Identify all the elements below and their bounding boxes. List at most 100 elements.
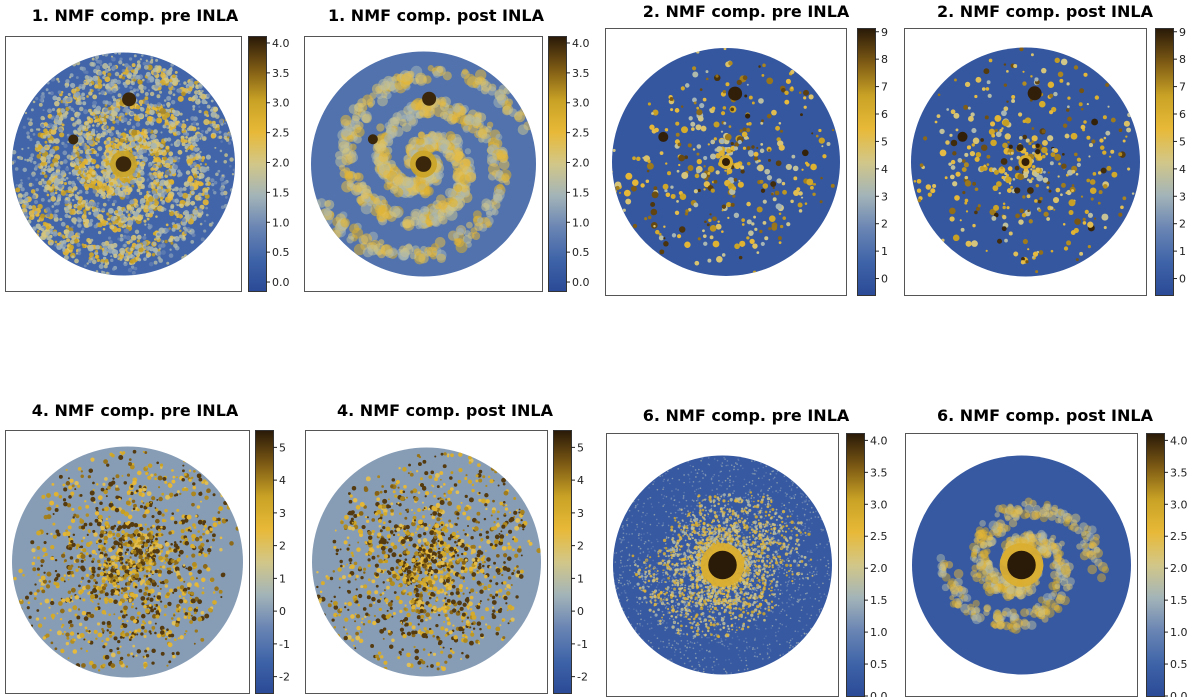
heatmap-area (5, 36, 242, 292)
colorbar-tick-label: 1.5 (572, 186, 590, 199)
colorbar-tick-label: 0.0 (272, 276, 290, 289)
colorbar-gradient (1147, 434, 1164, 696)
panel-title: 6. NMF comp. post INLA (895, 406, 1195, 425)
colorbar-tick-label: 1.0 (572, 216, 590, 229)
panel-title: 6. NMF comp. pre INLA (596, 406, 896, 425)
colorbar-tick-label: 0.5 (870, 658, 888, 671)
colorbar-gradient (554, 431, 571, 693)
colorbar-tick-label: 3.5 (272, 67, 290, 80)
panel-title: 1. NMF comp. pre INLA (0, 6, 285, 25)
colorbar-tick-label: 1.0 (870, 626, 888, 639)
colorbar-tick-label: 9 (881, 26, 888, 39)
heatmap-area (905, 433, 1138, 697)
colorbar-tick-label: 2.0 (870, 562, 888, 575)
heatmap-area (304, 36, 543, 292)
heatmap-area (5, 430, 250, 694)
colorbar-tick-label: 4 (279, 474, 286, 487)
heatmap-area (305, 430, 548, 694)
colorbar-tick-label: 3 (881, 190, 888, 203)
colorbar-tick-label: 7 (881, 81, 888, 94)
colorbar-tick-label: 1 (279, 572, 286, 585)
colorbar-tick-label: 2.0 (272, 157, 290, 170)
colorbar-tick-label: 1 (577, 572, 584, 585)
colorbar-tick-label: 0.5 (572, 246, 590, 259)
colorbar-tick-label: 2 (1179, 218, 1186, 231)
colorbar-gradient (858, 29, 875, 295)
colorbar-tick-label: 2.0 (1170, 562, 1188, 575)
colorbar-tick-label: 1 (881, 245, 888, 258)
colorbar-tick-label: 3.0 (870, 498, 888, 511)
panel-title: 4. NMF comp. post INLA (295, 401, 595, 420)
colorbar-tick-label: 5 (577, 441, 584, 454)
colorbar-tick-label: -1 (279, 638, 290, 651)
colorbar-tick-label: 2.5 (272, 127, 290, 140)
colorbar-tick-label: 0.5 (1170, 658, 1188, 671)
colorbar-tick-label: 3.5 (1170, 466, 1188, 479)
colorbar-tick-label: 5 (881, 135, 888, 148)
colorbar-gradient (256, 431, 273, 693)
colorbar-tick-label: -2 (279, 671, 290, 684)
colorbar-tick-label: 4.0 (870, 434, 888, 447)
colorbar-gradient (549, 37, 566, 291)
colorbar-tick-label: 3.5 (572, 67, 590, 80)
colorbar-tick-label: 6 (1179, 108, 1186, 121)
colorbar-tick-label: 3.0 (272, 97, 290, 110)
colorbar-tick-label: 4 (1179, 163, 1186, 176)
colorbar-tick-label: 4 (577, 474, 584, 487)
colorbar-tick-label: 8 (881, 53, 888, 66)
colorbar-tick-label: 2.5 (572, 127, 590, 140)
colorbar-tick-label: 5 (1179, 135, 1186, 148)
colorbar-tick-label: 2.5 (1170, 530, 1188, 543)
colorbar-tick-label: 0 (279, 605, 286, 618)
colorbar-tick-label: 0 (881, 273, 888, 286)
colorbar-tick-label: 1.5 (870, 594, 888, 607)
colorbar-tick-label: 6 (881, 108, 888, 121)
heatmap-area (904, 28, 1147, 296)
colorbar-tick-label: 8 (1179, 53, 1186, 66)
colorbar-tick-label: 0 (1179, 273, 1186, 286)
colorbar-tick-label: 2 (577, 540, 584, 553)
colorbar-tick-label: 0 (577, 605, 584, 618)
colorbar-tick-label: -1 (577, 638, 588, 651)
colorbar-tick-label: 9 (1179, 26, 1186, 39)
colorbar-tick-label: 4.0 (572, 37, 590, 50)
colorbar-tick-label: 2 (279, 540, 286, 553)
colorbar-tick-label: 5 (279, 441, 286, 454)
colorbar-tick-label: 3 (1179, 190, 1186, 203)
colorbar-tick-label: 3.0 (572, 97, 590, 110)
colorbar-gradient (249, 37, 266, 291)
colorbar-tick-label: 4.0 (272, 37, 290, 50)
colorbar-tick-label: 1.0 (1170, 626, 1188, 639)
colorbar-tick-label: 7 (1179, 81, 1186, 94)
colorbar-tick-label: 2.0 (572, 157, 590, 170)
colorbar-tick-label: 1.5 (1170, 594, 1188, 607)
colorbar-tick-label: 3.0 (1170, 498, 1188, 511)
colorbar-tick-label: 0.5 (272, 246, 290, 259)
colorbar-tick-label: 1 (1179, 245, 1186, 258)
colorbar-tick-label: 3 (279, 507, 286, 520)
colorbar-tick-label: 2.5 (870, 530, 888, 543)
colorbar-tick-label: 3.5 (870, 466, 888, 479)
colorbar-gradient (847, 434, 864, 696)
heatmap-area (606, 433, 839, 697)
heatmap-area (605, 28, 847, 296)
colorbar-gradient (1156, 29, 1173, 295)
panel-title: 1. NMF comp. post INLA (286, 6, 586, 25)
colorbar-tick-label: 0.0 (572, 276, 590, 289)
colorbar-tick-label: 1.0 (272, 216, 290, 229)
colorbar-tick-label: 4 (881, 163, 888, 176)
colorbar-tick-label: -2 (577, 671, 588, 684)
colorbar-tick-label: 2 (881, 218, 888, 231)
colorbar-tick-label: 4.0 (1170, 434, 1188, 447)
panel-title: 2. NMF comp. post INLA (895, 2, 1195, 21)
colorbar-tick-label: 3 (577, 507, 584, 520)
colorbar-tick-label: 1.5 (272, 186, 290, 199)
